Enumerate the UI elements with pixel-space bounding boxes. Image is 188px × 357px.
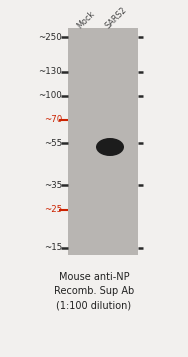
Text: Mock: Mock	[76, 9, 97, 30]
Text: ~15: ~15	[44, 243, 62, 252]
Text: ~250: ~250	[38, 32, 62, 41]
Text: ~35: ~35	[44, 181, 62, 190]
Ellipse shape	[96, 138, 124, 156]
Text: SARS2: SARS2	[104, 5, 129, 30]
Text: ~70: ~70	[44, 116, 62, 125]
Text: Mouse anti-NP: Mouse anti-NP	[59, 272, 129, 282]
Text: ~130: ~130	[38, 67, 62, 76]
Text: ~25: ~25	[44, 206, 62, 215]
Bar	[68, 28, 138, 255]
Text: ~55: ~55	[44, 139, 62, 147]
Text: ~100: ~100	[38, 91, 62, 101]
Text: (1:100 dilution): (1:100 dilution)	[56, 300, 132, 310]
Text: Recomb. Sup Ab: Recomb. Sup Ab	[54, 286, 134, 296]
